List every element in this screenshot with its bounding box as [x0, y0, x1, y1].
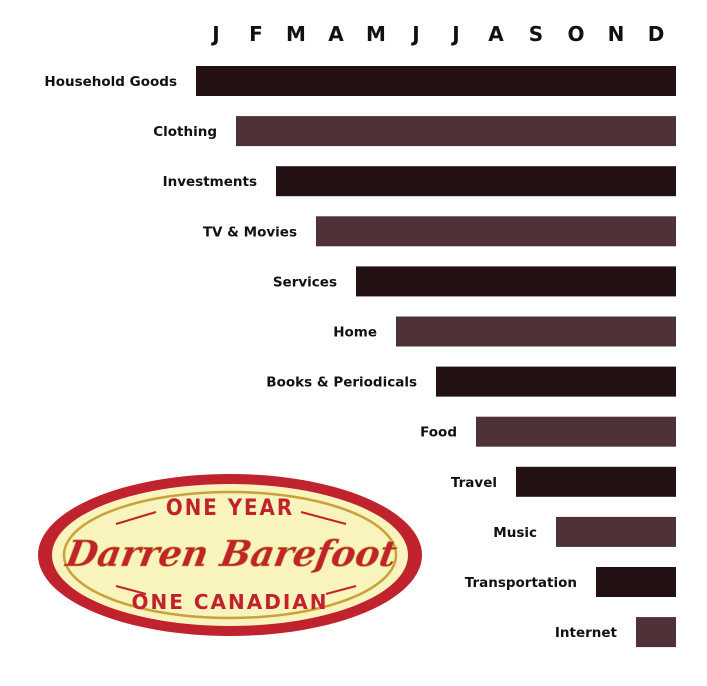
category-label: Food	[420, 425, 457, 441]
logo-top-text: ONE YEAR	[166, 496, 294, 521]
month-label: J	[450, 22, 459, 46]
category-label: Internet	[555, 625, 618, 641]
month-label: N	[608, 22, 625, 46]
logo: ONE YEAR Darren Barefoot ONE CANADIAN	[38, 474, 422, 636]
category-label: Clothing	[153, 124, 217, 140]
bar	[356, 266, 676, 297]
month-label: O	[567, 22, 584, 46]
bar	[396, 316, 676, 347]
month-label: A	[488, 22, 504, 46]
month-label: M	[366, 22, 386, 46]
bar	[556, 516, 676, 547]
bar	[196, 66, 676, 96]
month-label: F	[249, 22, 263, 46]
bar	[636, 617, 676, 648]
month-label: S	[529, 22, 543, 46]
bar	[276, 166, 676, 197]
bar	[476, 416, 676, 447]
category-label: Services	[273, 274, 337, 290]
category-label: TV & Movies	[203, 224, 297, 240]
month-label: J	[410, 22, 419, 46]
month-label: D	[648, 22, 665, 46]
bar	[596, 567, 676, 597]
logo-bottom-text: ONE CANADIAN	[132, 590, 329, 614]
category-label: Books & Periodicals	[266, 375, 417, 391]
month-label: A	[328, 22, 344, 46]
bar	[436, 366, 676, 397]
bar	[516, 466, 676, 497]
category-label: Home	[333, 325, 377, 341]
category-label: Travel	[451, 475, 497, 491]
category-label: Music	[493, 525, 537, 541]
month-label: J	[210, 22, 219, 46]
category-label: Transportation	[465, 575, 577, 591]
bar	[236, 116, 676, 147]
category-label: Household Goods	[44, 74, 177, 90]
bar	[316, 216, 676, 247]
month-label: M	[286, 22, 306, 46]
category-label: Investments	[163, 174, 257, 190]
logo-script-text: Darren Barefoot	[62, 532, 400, 575]
